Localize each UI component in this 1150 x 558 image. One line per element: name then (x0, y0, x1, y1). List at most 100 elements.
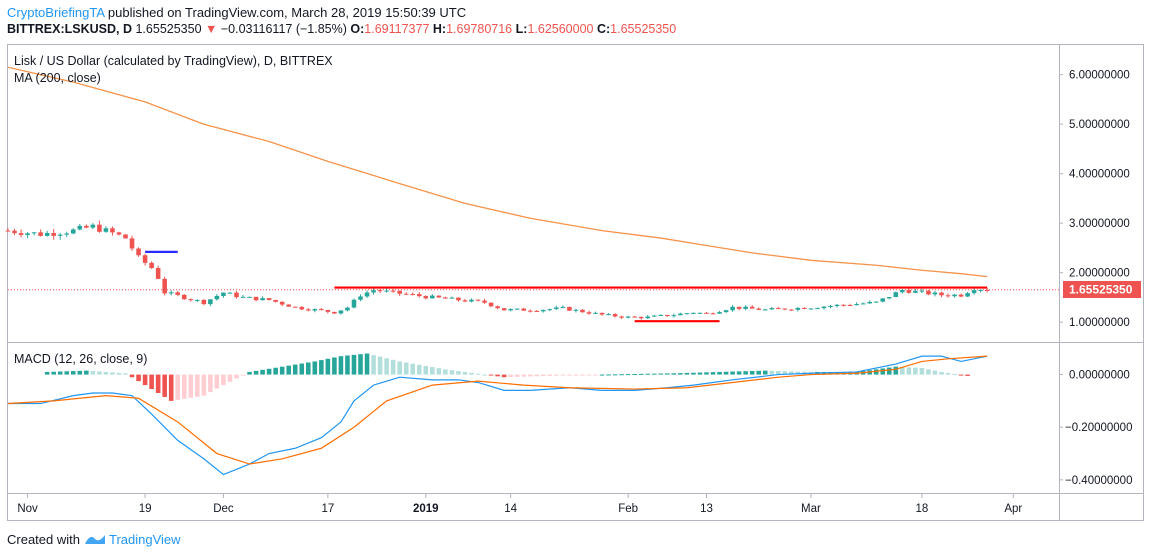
candle-body (410, 294, 416, 296)
open-value: 1.69117377 (364, 22, 430, 36)
candle-body (514, 308, 520, 310)
macd-histogram-bar (919, 368, 925, 375)
candle-body (965, 293, 970, 297)
candle-body (358, 296, 363, 300)
candle-body (495, 306, 500, 309)
macd-histogram-bar (717, 371, 722, 375)
candle-body (815, 308, 820, 310)
candle-body (913, 290, 918, 293)
candle-body (129, 238, 135, 249)
candle-body (841, 304, 846, 306)
publish-header: CryptoBriefingTA published on TradingVie… (7, 5, 466, 20)
candle-body (554, 307, 559, 310)
macd-histogram-bar (873, 369, 879, 375)
y-tick-label: 3.00000000 (1069, 218, 1130, 230)
macd-histogram-bar (632, 373, 637, 375)
macd-histogram-bar (338, 356, 344, 375)
candle-body (612, 314, 618, 317)
candle-body (854, 304, 859, 306)
macd-histogram-bar (958, 374, 964, 376)
candle-body (939, 292, 944, 296)
macd-histogram-bar (332, 357, 337, 375)
candle-body (795, 307, 801, 310)
candle-body (808, 308, 814, 310)
candle-body (984, 289, 990, 291)
macd-histogram-bar (456, 371, 461, 375)
macd-histogram-bar (325, 358, 331, 375)
x-tick-label: 19 (139, 503, 152, 515)
author-link[interactable]: CryptoBriefingTA (7, 5, 105, 20)
candle-body (266, 298, 272, 300)
macd-histogram-bar (965, 374, 970, 376)
candle-body (475, 299, 481, 301)
macd-histogram-bar (547, 374, 553, 376)
candle-body (756, 308, 761, 310)
candle-body (932, 292, 938, 295)
tradingview-brand[interactable]: TradingView (109, 532, 181, 547)
signal-line (7, 355, 988, 465)
close-label: C: (596, 22, 611, 36)
x-tick-label: 18 (916, 503, 929, 515)
candle-body (292, 306, 298, 308)
price-tag: 1.65525350 (1063, 281, 1141, 298)
candle-body (31, 232, 37, 234)
macd-histogram-bar (782, 371, 788, 375)
macd-histogram-bar (612, 374, 618, 376)
candle-body (332, 311, 337, 314)
y-tick-label: 4.00000000 (1069, 169, 1130, 181)
candle-body (723, 310, 729, 313)
candle-body (638, 316, 644, 319)
change-value: −0.03116117 (−1.85%) (220, 22, 347, 36)
macd-histogram-bar (789, 371, 794, 375)
macd-histogram-bar (312, 361, 318, 375)
macd-histogram-bar (260, 369, 265, 375)
last-price: 1.65525350 (135, 22, 202, 36)
macd-histogram-bar (57, 371, 63, 375)
macd-y-tick-label: −0.20000000 (1065, 422, 1132, 434)
candle-body (919, 290, 925, 292)
candle-body (273, 299, 278, 302)
candle-body (886, 297, 892, 299)
candle-body (351, 299, 357, 308)
macd-histogram-bar (880, 368, 886, 375)
macd-histogram-bar (234, 374, 239, 379)
candle-body (527, 310, 533, 312)
candle-body (116, 232, 122, 235)
candle-body (181, 294, 187, 300)
macd-histogram-bar (449, 370, 455, 375)
candle-body (593, 312, 598, 314)
macd-histogram-bar (155, 374, 161, 393)
y-tick-label: 6.00000000 (1069, 70, 1130, 82)
main-legend-title: Lisk / US Dollar (calculated by TradingV… (14, 54, 333, 68)
candle-body (952, 294, 957, 297)
candle-body (573, 309, 579, 311)
macd-histogram-bar (142, 374, 148, 386)
candle-body (860, 303, 866, 305)
macd-histogram-bar (710, 372, 716, 375)
y-tick-label: 1.00000000 (1069, 317, 1130, 329)
macd-histogram-bar (384, 358, 389, 375)
macd-histogram-bar (593, 374, 598, 376)
x-tick-label: 13 (700, 503, 713, 515)
low-value: 1.62560000 (527, 22, 594, 36)
x-tick-label: 14 (504, 503, 517, 515)
macd-histogram-bar (253, 370, 259, 375)
macd-histogram-bar (371, 355, 376, 375)
macd-histogram-bar (208, 374, 213, 393)
macd-histogram-bar (736, 371, 742, 375)
candle-body (84, 225, 89, 228)
candle-body (749, 306, 755, 309)
candle-body (384, 290, 389, 292)
candle-body (443, 297, 448, 299)
macd-histogram-bar (704, 372, 709, 375)
macd-histogram-bar (397, 361, 402, 375)
macd-histogram-bar (70, 371, 76, 375)
candle-body (260, 298, 265, 301)
open-label: O: (350, 22, 365, 36)
candle-body (828, 305, 833, 307)
macd-histogram-bar (900, 367, 905, 375)
candle-body (416, 294, 422, 297)
macd-histogram-bar (906, 367, 912, 375)
macd-histogram-bar (743, 371, 748, 375)
